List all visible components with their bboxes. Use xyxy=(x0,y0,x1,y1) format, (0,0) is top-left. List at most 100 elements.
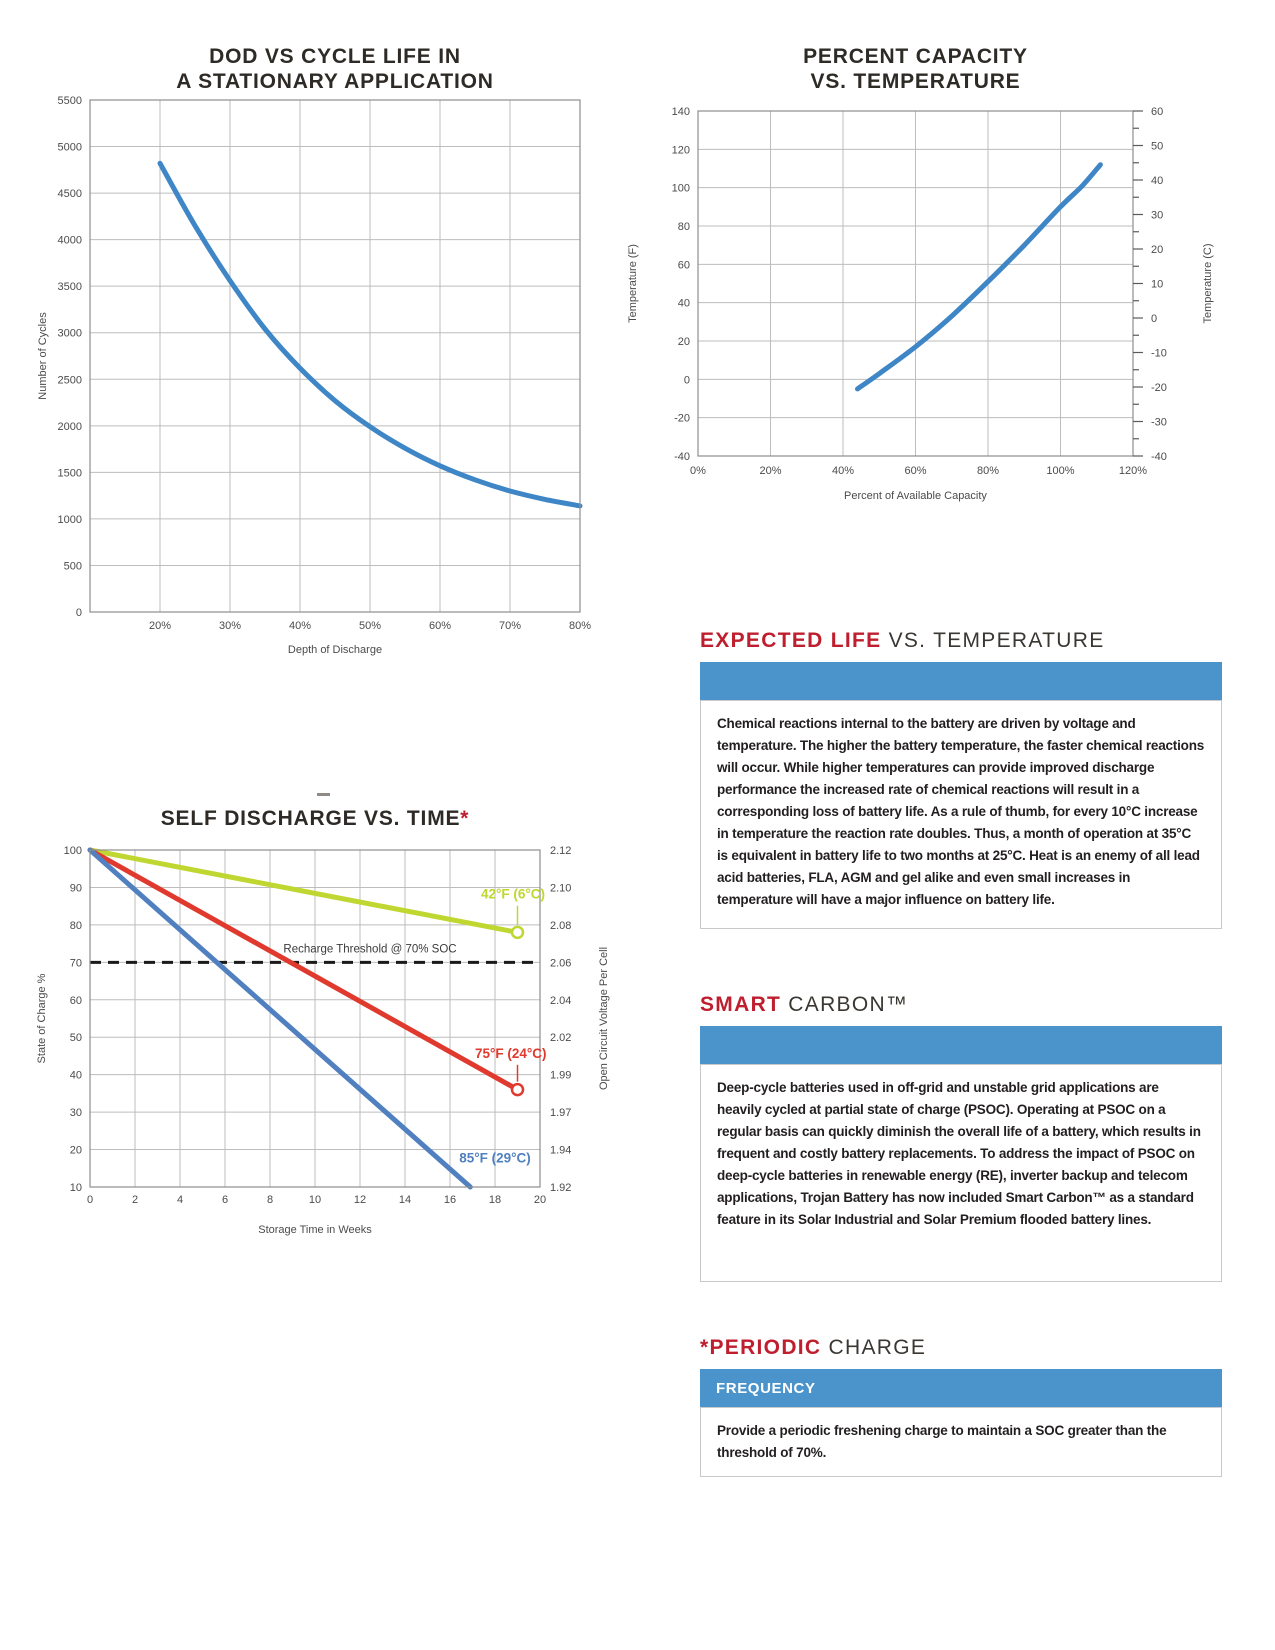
section-header-bar xyxy=(700,1026,1222,1064)
plot-border xyxy=(89,99,581,613)
section-heading: *PERIODIC CHARGE xyxy=(700,1336,1222,1360)
chart-title-line: A STATIONARY APPLICATION xyxy=(176,70,494,93)
chart-title-text: SELF DISCHARGE VS. TIME xyxy=(160,807,461,830)
tick-label: 100% xyxy=(1046,465,1074,477)
section-expected-life: EXPECTED LIFE VS. TEMPERATURE Chemical r… xyxy=(700,629,1222,929)
dod-cycle-life-chart-title: DOD VS CYCLE LIFE IN A STATIONARY APPLIC… xyxy=(30,44,640,94)
section-heading: EXPECTED LIFE VS. TEMPERATURE xyxy=(700,629,1222,653)
tick-label: 0 xyxy=(684,374,690,386)
tick-label: 100 xyxy=(64,845,82,857)
section-periodic-charge: *PERIODIC CHARGE FREQUENCY Provide a per… xyxy=(700,1336,1222,1477)
x-axis-title: Depth of Discharge xyxy=(288,644,382,656)
tick-label: 30 xyxy=(1151,210,1163,222)
series-label: 85°F (29°C) xyxy=(459,1151,531,1166)
tick-label: 120 xyxy=(672,144,690,156)
tick-label: 40 xyxy=(70,1070,82,1082)
right-axis-ticks xyxy=(1133,110,1143,457)
tick-label: 10 xyxy=(1151,279,1163,291)
section-heading: SMART CARBON™ xyxy=(700,993,1222,1017)
tick-label: 4000 xyxy=(58,235,82,247)
series-line xyxy=(87,847,473,1190)
tick-label: 4500 xyxy=(58,188,82,200)
tick-label: 30 xyxy=(70,1107,82,1119)
tick-label: 70% xyxy=(499,620,521,632)
y-axis-title-left: Temperature (F) xyxy=(627,244,639,323)
tick-label: 0 xyxy=(87,1194,93,1206)
capacity-temperature-curve xyxy=(855,162,1103,392)
tick-label: 500 xyxy=(64,560,82,572)
tick-label: 18 xyxy=(489,1194,501,1206)
tick-label: 60% xyxy=(904,465,926,477)
tick-label: -20 xyxy=(1151,382,1167,394)
tick-label: 2000 xyxy=(58,421,82,433)
section-body-box: Deep-cycle batteries used in off-grid an… xyxy=(700,1064,1222,1282)
tick-label: 5500 xyxy=(58,95,82,107)
series-line xyxy=(87,847,520,1093)
gridlines xyxy=(89,849,541,1188)
series-label: 42°F (6°C) xyxy=(481,887,545,902)
tick-label: 20 xyxy=(534,1194,546,1206)
tick-label: 80% xyxy=(569,620,591,632)
tick-label: 50 xyxy=(1151,141,1163,153)
tick-label: 3000 xyxy=(58,328,82,340)
tick-label: 10 xyxy=(70,1182,82,1194)
chart-title-line: PERCENT CAPACITY xyxy=(803,45,1028,68)
tick-label: 80% xyxy=(977,465,999,477)
tick-label: 10 xyxy=(309,1194,321,1206)
self-discharge-chart-title: SELF DISCHARGE VS. TIME* xyxy=(30,806,600,831)
tick-label: 4 xyxy=(177,1194,183,1206)
y-axis-title-right: Open Circuit Voltage Per Cell xyxy=(598,947,610,1090)
x-axis-title: Storage Time in Weeks xyxy=(258,1224,372,1236)
tick-label: 6 xyxy=(222,1194,228,1206)
tick-label: 3500 xyxy=(58,281,82,293)
tick-label: 70 xyxy=(70,957,82,969)
series-line xyxy=(87,847,520,935)
tick-label: 2.10 xyxy=(550,882,571,894)
tick-label: 2.02 xyxy=(550,1032,571,1044)
tick-label: 60 xyxy=(70,995,82,1007)
series-label: 75°F (24°C) xyxy=(475,1046,547,1061)
tick-label: 1.97 xyxy=(550,1107,571,1119)
tick-label: 50 xyxy=(70,1032,82,1044)
tick-label: 2 xyxy=(132,1194,138,1206)
tick-label: 1.99 xyxy=(550,1070,571,1082)
tick-label: 120% xyxy=(1119,465,1147,477)
section-body-box: Provide a periodic freshening charge to … xyxy=(700,1407,1222,1477)
tick-label: 1.94 xyxy=(550,1145,571,1157)
tick-label: 0% xyxy=(690,465,706,477)
section-body-text: Chemical reactions internal to the batte… xyxy=(717,716,1205,907)
y-axis-title-right: Temperature (C) xyxy=(1202,243,1214,323)
tick-label: 1500 xyxy=(58,467,82,479)
tick-label: 16 xyxy=(444,1194,456,1206)
tick-label: 2.12 xyxy=(550,845,571,857)
section-smart-carbon: SMART CARBON™ Deep-cycle batteries used … xyxy=(700,993,1222,1282)
tick-label: 20% xyxy=(759,465,781,477)
tick-label: 2.08 xyxy=(550,920,571,932)
tick-label: 0 xyxy=(1151,313,1157,325)
gridlines xyxy=(90,99,581,613)
percent-capacity-vs-temperature-chart: 140120100806040200-20-406050403020100-10… xyxy=(627,106,1214,502)
tick-label: 5000 xyxy=(58,142,82,154)
tick-label: 60 xyxy=(678,259,690,271)
tick-label: 2.06 xyxy=(550,957,571,969)
tick-label: 12 xyxy=(354,1194,366,1206)
heading-rest: CARBON™ xyxy=(781,993,909,1016)
chart-title-line: VS. TEMPERATURE xyxy=(810,70,1021,93)
tick-label: 2.04 xyxy=(550,995,571,1007)
threshold-label: Recharge Threshold @ 70% SOC xyxy=(283,943,456,955)
tick-label: 40 xyxy=(1151,175,1163,187)
heading-rest: CHARGE xyxy=(821,1336,927,1359)
tick-label: -40 xyxy=(1151,451,1167,463)
section-body-text: Provide a periodic freshening charge to … xyxy=(717,1423,1167,1460)
section-body-text: Deep-cycle batteries used in off-grid an… xyxy=(717,1080,1201,1227)
heading-accent: *PERIODIC xyxy=(700,1336,822,1359)
tick-label: 40% xyxy=(289,620,311,632)
tick-label: 40% xyxy=(832,465,854,477)
y-axis-title-left: State of Charge % xyxy=(36,973,48,1063)
tick-label: 60% xyxy=(429,620,451,632)
y-axis-title: Number of Cycles xyxy=(37,312,49,400)
tick-label: 20% xyxy=(149,620,171,632)
section-bar-label: FREQUENCY xyxy=(716,1379,816,1397)
tick-label: 0 xyxy=(76,607,82,619)
